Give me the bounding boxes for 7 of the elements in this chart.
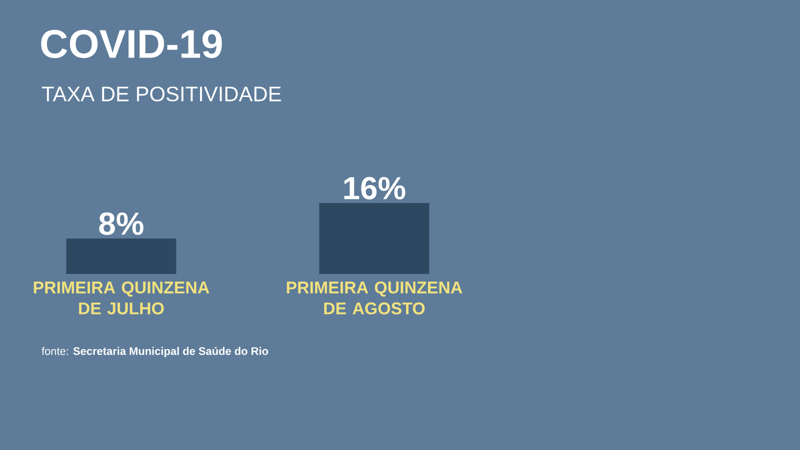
- chart-subtitle: TAXA DE POSITIVIDADE: [42, 86, 281, 102]
- chart-title: COVID-19: [41, 30, 222, 58]
- data-label: 8%: [99, 212, 144, 235]
- x-tick-label: PRIMEIRA QUINZENA DE AGOSTO: [286, 282, 462, 314]
- source-note: fonte: Secretaria Municipal de Saúde do Rio: [42, 346, 268, 358]
- x-tick-label: PRIMEIRA QUINZENA DE JULHO: [34, 282, 210, 314]
- data-label: 16%: [344, 176, 406, 200]
